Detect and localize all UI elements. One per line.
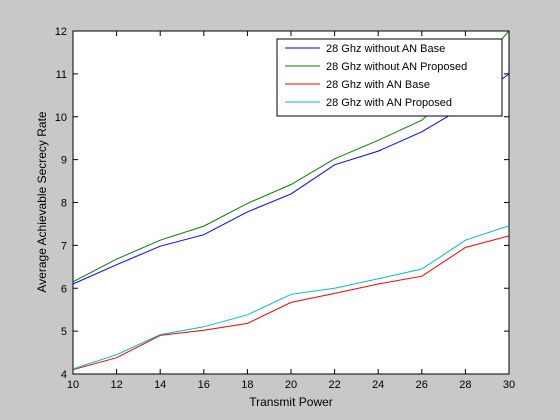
legend-item: 28 Ghz without AN Base	[285, 43, 445, 55]
legend-box	[276, 38, 503, 117]
y-tick-label: 11	[56, 69, 67, 81]
x-tick-label: 24	[372, 379, 384, 391]
legend-label: 28 Ghz with AN Base	[326, 79, 430, 91]
y-tick-label: 12	[55, 26, 67, 38]
legend-item: 28 Ghz with AN Proposed	[285, 97, 452, 109]
x-tick-label: 18	[241, 379, 253, 391]
y-tick-label: 5	[61, 326, 67, 338]
x-tick-label: 22	[328, 379, 340, 391]
y-tick-label: 6	[61, 283, 67, 295]
y-tick-label: 4	[61, 369, 67, 381]
series-line-4	[72, 225, 510, 370]
y-tick-label: 9	[61, 155, 67, 167]
legend-label: 28 Ghz without AN Base	[326, 43, 445, 55]
y-tick-label: 7	[61, 240, 67, 252]
series-line-1	[72, 73, 510, 285]
legend-label: 28 Ghz with AN Proposed	[326, 97, 452, 109]
x-tick-label: 26	[416, 379, 428, 391]
x-tick-label: 16	[198, 379, 210, 391]
y-tick-label: 10	[55, 112, 67, 124]
legend: 28 Ghz without AN Base 28 Ghz without AN …	[276, 38, 503, 117]
x-tick-label: 10	[67, 379, 79, 391]
x-tick-label: 28	[459, 379, 471, 391]
legend-item: 28 Ghz without AN Proposed	[285, 61, 467, 73]
series-line-3	[72, 235, 510, 371]
x-tick-label: 20	[285, 379, 297, 391]
y-axis-label: Average Achievable Secrecy Rate	[35, 111, 49, 293]
x-tick-label: 12	[110, 379, 122, 391]
y-tick-label: 8	[61, 198, 67, 210]
x-axis-label: Transmit Power	[249, 395, 333, 409]
x-tick-label: 30	[503, 379, 515, 391]
x-tick-label: 14	[154, 379, 166, 391]
legend-label: 28 Ghz without AN Proposed	[326, 61, 467, 73]
legend-item: 28 Ghz with AN Base	[285, 79, 430, 91]
